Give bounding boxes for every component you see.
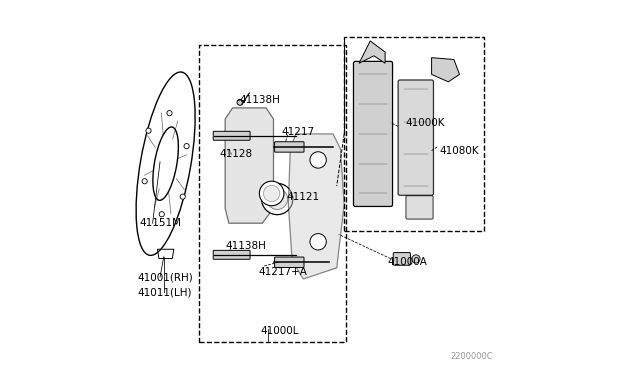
Bar [199,45,346,342]
Circle shape [184,144,189,149]
FancyBboxPatch shape [213,131,250,140]
Polygon shape [359,41,385,63]
Circle shape [237,99,243,105]
FancyBboxPatch shape [275,257,304,267]
FancyBboxPatch shape [275,142,304,152]
Text: 41217: 41217 [281,127,314,137]
FancyBboxPatch shape [394,253,410,265]
Bar [344,37,484,231]
Circle shape [267,189,287,209]
Circle shape [310,152,326,168]
Text: 41138H: 41138H [239,96,280,105]
FancyBboxPatch shape [406,196,433,219]
Circle shape [412,255,420,263]
Text: 41001(RH): 41001(RH) [138,272,193,282]
Circle shape [264,185,280,202]
Text: 41000L: 41000L [260,326,299,336]
Polygon shape [289,134,344,279]
Circle shape [310,234,326,250]
Text: 41011(LH): 41011(LH) [138,287,192,297]
FancyBboxPatch shape [353,61,392,206]
Text: 41000A: 41000A [387,257,427,267]
Polygon shape [225,108,273,223]
FancyBboxPatch shape [213,250,250,259]
Text: 2200000C: 2200000C [451,352,493,361]
Circle shape [159,212,164,217]
Text: 41128: 41128 [220,150,253,159]
Text: 41121: 41121 [287,192,319,202]
Circle shape [180,194,186,199]
Circle shape [146,128,151,133]
FancyBboxPatch shape [398,80,433,195]
Text: 41151M: 41151M [140,218,182,228]
Text: 41138H: 41138H [225,241,266,250]
Circle shape [259,181,284,206]
Circle shape [167,110,172,116]
Circle shape [142,179,147,184]
Text: 41080K: 41080K [439,146,479,155]
Circle shape [262,183,293,215]
Polygon shape [431,58,460,82]
Text: 41000K: 41000K [406,118,445,128]
Text: 41217+A: 41217+A [259,267,307,276]
